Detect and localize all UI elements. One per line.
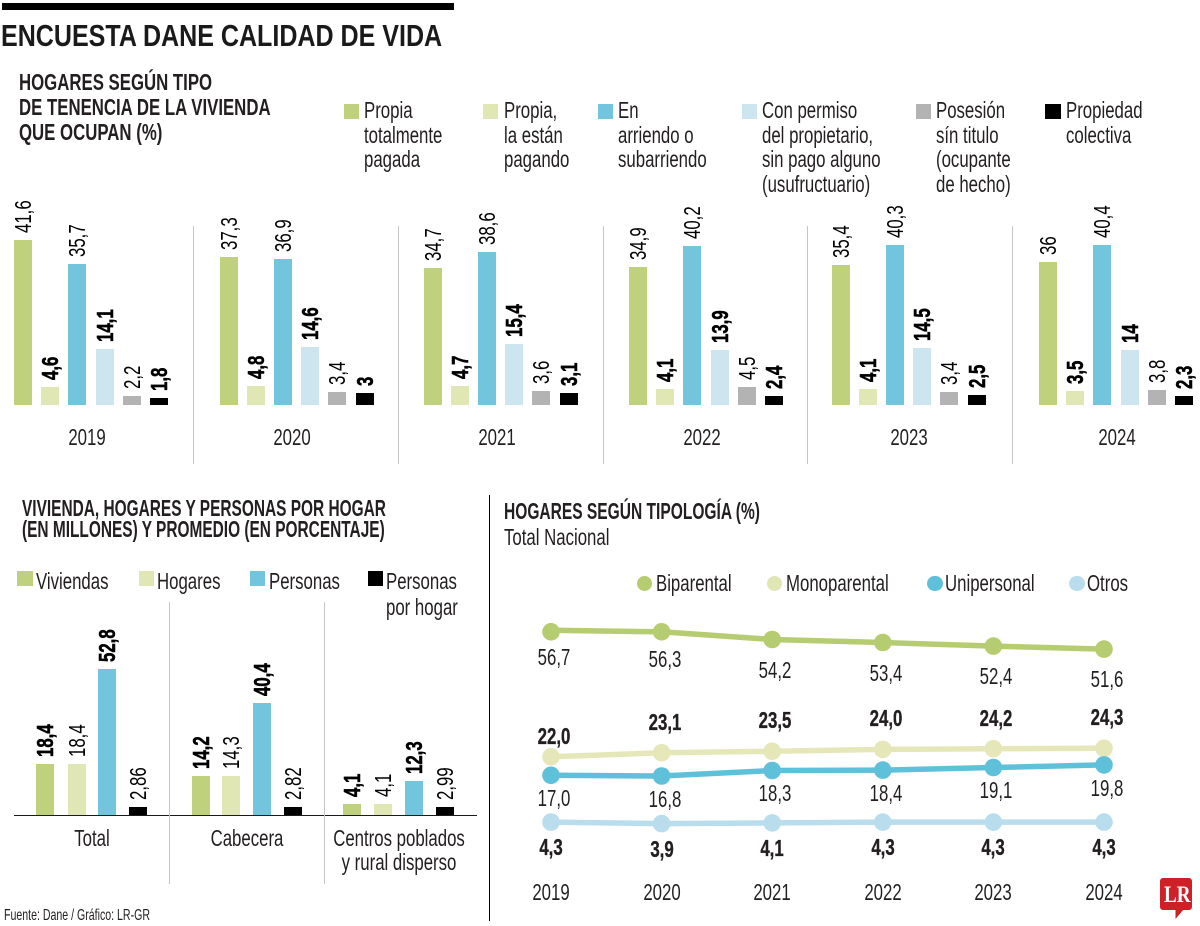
- svg-text:LR: LR: [1164, 881, 1191, 907]
